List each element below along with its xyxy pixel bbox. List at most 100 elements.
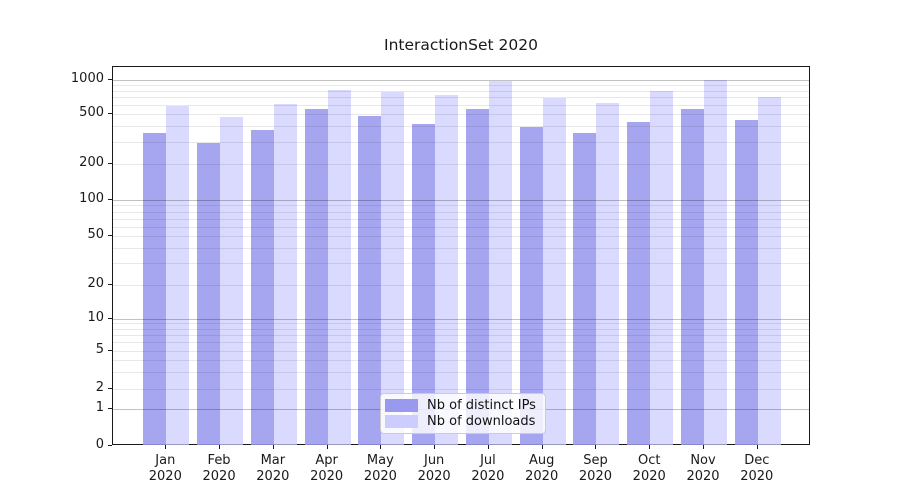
- x-tick-mark: [219, 445, 221, 449]
- bar-distinct-ips: [304, 108, 328, 445]
- x-tick-label-jan: Jan 2020: [133, 453, 197, 484]
- y-tick-mark: [108, 445, 112, 446]
- gridline: [113, 335, 809, 337]
- bar-downloads: [273, 104, 297, 445]
- y-tick-label: 50: [87, 227, 104, 242]
- legend-swatch-downloads: [385, 415, 418, 429]
- x-tick-mark: [595, 445, 597, 449]
- chart-title: InteractionSet 2020: [384, 36, 538, 54]
- bar-distinct-ips: [573, 132, 597, 445]
- bar-downloads: [166, 106, 190, 445]
- x-tick-month: Nov: [690, 453, 716, 468]
- gridline: [113, 105, 809, 107]
- bar-downloads: [757, 96, 781, 445]
- x-tick-label-nov: Nov 2020: [671, 453, 735, 484]
- x-tick-month: Oct: [637, 453, 661, 468]
- x-tick-year: 2020: [202, 468, 236, 484]
- legend-swatch-distinct-ips: [385, 398, 418, 412]
- gridline: [113, 342, 809, 344]
- bar-downloads: [381, 91, 405, 445]
- x-tick-mark: [326, 445, 328, 449]
- x-tick-label-oct: Oct 2020: [617, 453, 681, 484]
- y-tick-mark: [108, 350, 112, 351]
- bar-distinct-ips: [358, 116, 382, 445]
- legend-row: Nb of distinct IPs: [385, 398, 539, 413]
- bar-downloads: [488, 81, 512, 445]
- gridline: [113, 236, 809, 237]
- x-tick-year: 2020: [148, 468, 182, 484]
- bar-distinct-ips: [197, 142, 221, 445]
- x-tick-label-jun: Jun 2020: [402, 453, 466, 484]
- grid-layer: [113, 67, 809, 444]
- gridline: [113, 97, 809, 99]
- x-tick-year: 2020: [525, 468, 559, 484]
- gridline: [113, 351, 809, 352]
- gridline: [113, 328, 809, 330]
- legend-row: Nb of downloads: [385, 414, 539, 429]
- y-tick-label: 100: [79, 191, 104, 206]
- y-tick-mark: [108, 163, 112, 164]
- y-tick-label: 500: [79, 105, 104, 120]
- gridline: [113, 211, 809, 213]
- bars-layer: [113, 67, 809, 445]
- x-tick-month: Jun: [423, 453, 445, 468]
- x-tick-label-mar: Mar 2020: [241, 453, 305, 484]
- gridline: [113, 247, 809, 249]
- bar-distinct-ips: [465, 108, 489, 445]
- bar-downloads: [435, 95, 459, 445]
- bar-distinct-ips: [681, 109, 704, 445]
- y-tick-label: 1000: [70, 71, 104, 86]
- bar-downloads: [542, 98, 566, 445]
- x-tick-year: 2020: [363, 468, 397, 484]
- gridline: [113, 285, 809, 286]
- legend-label-downloads: Nb of downloads: [427, 414, 536, 430]
- x-tick-mark: [649, 445, 651, 449]
- y-tick-mark: [108, 199, 112, 200]
- gridline: [113, 141, 809, 143]
- y-tick-label: 0: [95, 437, 104, 452]
- gridline: [113, 388, 809, 390]
- gridline: [113, 226, 809, 228]
- bar-distinct-ips: [519, 126, 543, 445]
- y-tick-label: 20: [87, 276, 104, 291]
- x-tick-label-feb: Feb 2020: [187, 453, 251, 484]
- x-tick-label-dec: Dec 2020: [725, 453, 789, 484]
- gridline: [113, 205, 809, 207]
- gridline: [113, 323, 809, 325]
- y-tick-label: 2: [95, 379, 104, 395]
- y-tick-mark: [108, 407, 112, 409]
- x-tick-month: May: [366, 453, 394, 468]
- legend-label-distinct-ips: Nb of distinct IPs: [427, 397, 536, 413]
- gridline: [113, 114, 809, 115]
- y-tick-label: 1: [95, 399, 104, 415]
- gridline: [113, 80, 809, 81]
- x-tick-mark: [434, 445, 436, 449]
- x-tick-year: 2020: [256, 468, 290, 484]
- bar-downloads: [220, 116, 244, 445]
- x-tick-year: 2020: [740, 468, 774, 484]
- x-tick-year: 2020: [632, 468, 666, 484]
- x-tick-year: 2020: [578, 468, 612, 484]
- gridline: [113, 90, 809, 92]
- x-tick-label-sep: Sep 2020: [563, 453, 627, 484]
- x-tick-month: Jul: [480, 453, 496, 468]
- gridline: [113, 85, 809, 87]
- x-tick-month: Apr: [315, 453, 338, 468]
- x-tick-month: Feb: [207, 453, 231, 468]
- x-tick-mark: [487, 445, 489, 449]
- x-tick-month: Dec: [744, 453, 770, 468]
- bar-downloads: [704, 80, 727, 445]
- bar-downloads: [650, 90, 674, 445]
- y-tick-mark: [108, 317, 112, 319]
- x-tick-mark: [756, 445, 758, 449]
- gridline: [113, 263, 809, 265]
- x-tick-label-jul: Jul 2020: [456, 453, 520, 484]
- x-tick-mark: [541, 445, 543, 449]
- bar-downloads: [596, 102, 620, 445]
- gridline: [113, 371, 809, 373]
- gridline: [113, 126, 809, 128]
- x-tick-year: 2020: [417, 468, 451, 484]
- x-tick-mark: [703, 445, 704, 449]
- bar-distinct-ips: [250, 129, 274, 445]
- x-tick-label-may: May 2020: [348, 453, 412, 484]
